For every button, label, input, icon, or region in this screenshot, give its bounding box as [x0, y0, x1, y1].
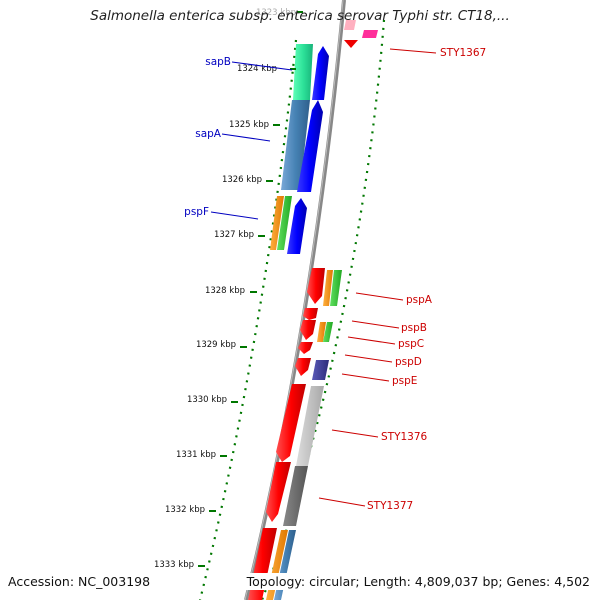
gene-pspA-block[interactable] — [307, 268, 342, 306]
gene-label-pspC[interactable]: pspC — [398, 338, 424, 350]
gene-label-pspB[interactable]: pspB — [401, 322, 427, 334]
gene-STY1376-block[interactable] — [276, 384, 324, 466]
tick-label: 1329 kbp — [196, 340, 236, 350]
gene-sapB-block[interactable] — [293, 44, 329, 100]
gene-label-STY1376[interactable]: STY1376 — [381, 431, 428, 443]
right-leader-lines — [318, 48, 437, 507]
tick-label: 1328 kbp — [205, 286, 245, 296]
tick-label: 1327 kbp — [214, 230, 254, 240]
gene-sapA-block[interactable] — [281, 100, 323, 192]
tick-label: 1331 kbp — [176, 450, 216, 460]
tick-label: 1332 kbp — [165, 505, 205, 515]
gene-label-pspA[interactable]: pspA — [406, 294, 433, 306]
gene-label-pspF[interactable]: pspF — [184, 206, 209, 218]
accession-text: Accession: NC_003198 — [6, 573, 153, 590]
gene-label-pspD[interactable]: pspD — [395, 356, 422, 368]
gene-STY1377-block[interactable] — [266, 462, 308, 526]
tick-label: 1323 kbp — [256, 8, 296, 18]
gene-pspC-block[interactable] — [300, 320, 333, 342]
gene-pspB-block[interactable] — [303, 308, 318, 320]
tick-label-group: 1323 kbp 1324 kbp 1325 kbp 1326 kbp 1327… — [154, 8, 296, 570]
tick-label: 1330 kbp — [187, 395, 227, 405]
genome-summary-text: Topology: circular; Length: 4,809,037 bp… — [244, 573, 592, 590]
gene-pspF-block[interactable] — [270, 196, 307, 254]
gene-label-STY1377[interactable]: STY1377 — [367, 500, 413, 512]
genome-backbone-highlight — [244, 0, 344, 600]
left-leader-lines — [210, 61, 293, 220]
outer-dotted-ring-right — [260, 19, 386, 600]
position-tick-marks — [198, 11, 303, 567]
tick-label: 1324 kbp — [237, 64, 277, 74]
tick-label: 1333 kbp — [154, 560, 194, 570]
tick-label: 1325 kbp — [229, 120, 269, 130]
gene-pspD-block[interactable] — [298, 342, 313, 354]
gene-label-pspE[interactable]: pspE — [392, 375, 417, 387]
gene-STY1367-block[interactable] — [344, 20, 378, 48]
tick-label: 1326 kbp — [222, 175, 262, 185]
gene-label-STY1367[interactable]: STY1367 — [440, 47, 486, 59]
gene-label-sapB[interactable]: sapB — [205, 56, 231, 68]
gene-pspE-block[interactable] — [295, 358, 329, 380]
gene-label-sapA[interactable]: sapA — [195, 128, 222, 140]
